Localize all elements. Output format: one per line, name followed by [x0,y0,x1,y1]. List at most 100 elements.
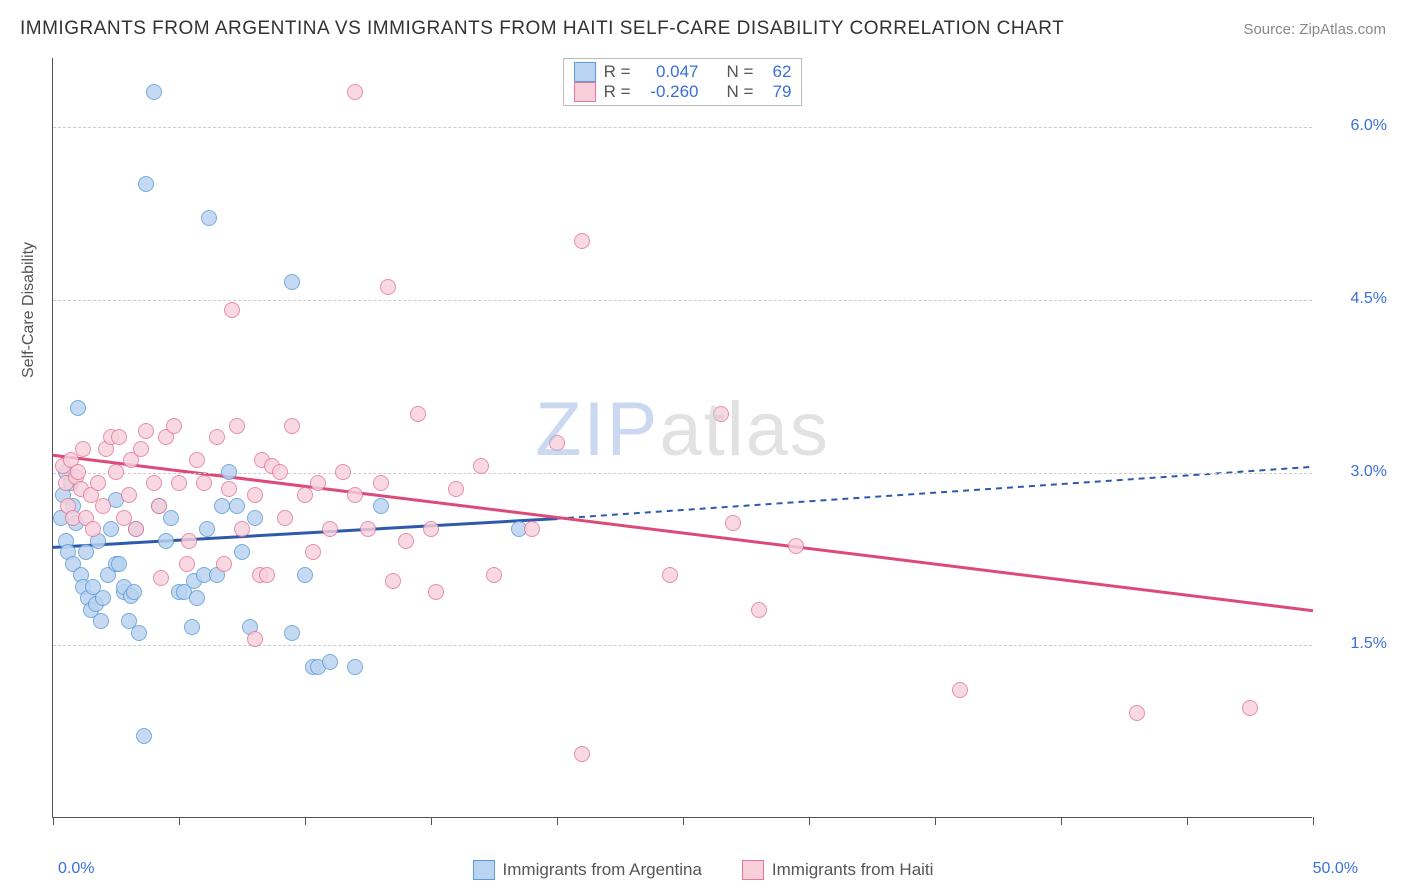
data-point [95,498,111,514]
legend-swatch [742,860,764,880]
data-point [189,452,205,468]
data-point [158,533,174,549]
data-point [153,570,169,586]
data-point [234,521,250,537]
data-point [284,274,300,290]
data-point [209,429,225,445]
chart-title: IMMIGRANTS FROM ARGENTINA VS IMMIGRANTS … [20,18,1064,40]
data-point [163,510,179,526]
data-point [199,521,215,537]
data-point [952,682,968,698]
data-point [189,590,205,606]
data-point [221,464,237,480]
x-min-label: 0.0% [58,860,94,878]
data-point [1242,700,1258,716]
data-point [380,279,396,295]
data-point [247,487,263,503]
data-point [284,625,300,641]
y-tick-label: 1.5% [1327,635,1387,653]
x-tick [683,817,684,825]
y-tick-label: 3.0% [1327,463,1387,481]
data-point [410,406,426,422]
data-point [133,441,149,457]
data-point [138,176,154,192]
data-point [229,498,245,514]
data-point [171,475,187,491]
data-point [347,487,363,503]
y-tick-label: 4.5% [1327,290,1387,308]
data-point [136,728,152,744]
x-tick [557,817,558,825]
legend-swatch [473,860,495,880]
trend-lines-layer [53,58,1312,817]
series-legend: Immigrants from Argentina Immigrants fro… [0,860,1406,880]
watermark: ZIPatlas [535,385,830,472]
watermark-suffix: atlas [659,386,830,471]
r-value: 0.047 [639,62,699,82]
data-point [788,538,804,554]
data-point [373,498,389,514]
r-label: R = [604,62,631,82]
data-point [126,584,142,600]
legend-swatch [574,62,596,82]
x-tick [1187,817,1188,825]
data-point [214,498,230,514]
data-point [297,567,313,583]
x-tick [1313,817,1314,825]
data-point [322,521,338,537]
data-point [216,556,232,572]
data-point [111,556,127,572]
x-max-label: 50.0% [1313,860,1358,878]
data-point [85,521,101,537]
data-point [229,418,245,434]
data-point [347,659,363,675]
gridline [53,645,1312,646]
n-value: 79 [761,82,791,102]
data-point [75,441,91,457]
data-point [151,498,167,514]
x-tick [1061,817,1062,825]
x-tick [305,817,306,825]
data-point [574,233,590,249]
data-point [574,746,590,762]
data-point [181,533,197,549]
data-point [196,475,212,491]
y-tick-label: 6.0% [1327,117,1387,135]
gridline [53,473,1312,474]
data-point [95,590,111,606]
data-point [146,475,162,491]
data-point [297,487,313,503]
data-point [234,544,250,560]
source-label: Source: ZipAtlas.com [1243,21,1386,38]
data-point [201,210,217,226]
data-point [751,602,767,618]
data-point [428,584,444,600]
data-point [221,481,237,497]
data-point [138,423,154,439]
data-point [272,464,288,480]
data-point [1129,705,1145,721]
y-axis-title: Self-Care Disability [20,242,38,378]
legend-series-item: Immigrants from Argentina [473,860,702,880]
n-label: N = [727,62,754,82]
data-point [423,521,439,537]
data-point [713,406,729,422]
r-label: R = [604,82,631,102]
data-point [277,510,293,526]
legend-correlation-row: R = 0.047 N = 62 [574,62,792,82]
data-point [108,464,124,480]
data-point [224,302,240,318]
data-point [284,418,300,434]
data-point [184,619,200,635]
legend-series-label: Immigrants from Haiti [772,860,934,880]
data-point [78,544,94,560]
n-label: N = [727,82,754,102]
data-point [524,521,540,537]
data-point [305,544,321,560]
legend-swatch [574,82,596,102]
data-point [486,567,502,583]
data-point [448,481,464,497]
x-tick [935,817,936,825]
x-tick [179,817,180,825]
x-tick [53,817,54,825]
